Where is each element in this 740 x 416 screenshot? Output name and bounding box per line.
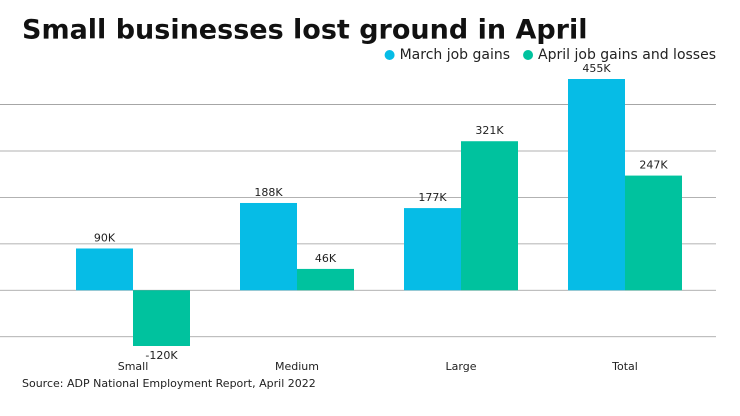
legend-marker bbox=[523, 50, 534, 60]
bar bbox=[568, 79, 625, 291]
chart-title: Small businesses lost ground in April bbox=[22, 15, 588, 46]
source: Source: ADP National Employment Report, … bbox=[22, 377, 316, 390]
bar bbox=[133, 290, 190, 346]
value-label: 90K bbox=[94, 231, 116, 244]
bar bbox=[461, 141, 518, 291]
x-tick-label: Large bbox=[446, 360, 477, 373]
x-tick-label: Medium bbox=[275, 360, 319, 373]
legend-marker bbox=[384, 50, 395, 60]
x-tick-label: Total bbox=[611, 360, 638, 373]
value-label: 247K bbox=[639, 159, 668, 172]
value-label: 177K bbox=[418, 191, 447, 204]
value-label: 321K bbox=[475, 124, 504, 137]
value-label: 46K bbox=[315, 252, 337, 265]
bar bbox=[76, 248, 133, 291]
value-label: -120K bbox=[145, 349, 178, 362]
legend-label: April job gains and losses bbox=[538, 47, 716, 63]
bar bbox=[625, 175, 682, 291]
bar bbox=[297, 268, 354, 291]
x-tick-label: Small bbox=[118, 360, 149, 373]
value-label: 188K bbox=[254, 186, 283, 199]
bar bbox=[404, 208, 461, 291]
legend-label: March job gains bbox=[400, 47, 510, 63]
value-label: 455K bbox=[582, 62, 611, 75]
bar bbox=[240, 202, 297, 291]
